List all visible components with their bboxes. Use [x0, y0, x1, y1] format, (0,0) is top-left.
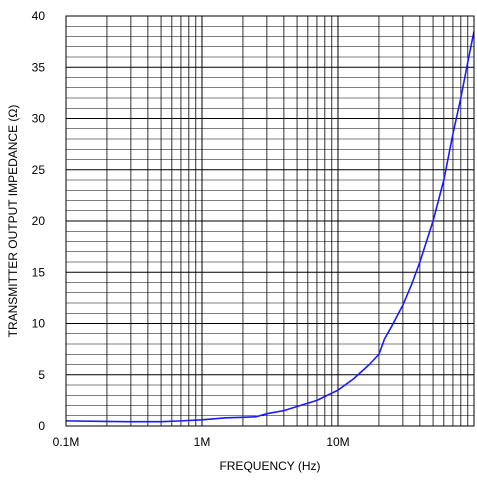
- y-tick-labels: 0 5 10 15 20 25 30 35 40: [32, 9, 46, 433]
- y-tick-label-4: 20: [32, 214, 46, 228]
- y-tick-label-2: 10: [32, 317, 46, 331]
- x-tick-label-1: 1M: [194, 435, 211, 449]
- x-tick-labels: 0.1M 1M 10M: [53, 435, 350, 449]
- y-tick-label-6: 30: [32, 112, 46, 126]
- y-tick-label-0: 0: [38, 419, 45, 433]
- y-tick-label-5: 25: [32, 163, 46, 177]
- y-axis-title: TRANSMITTER OUTPUT IMPEDANCE (Ω): [6, 105, 20, 338]
- y-tick-label-8: 40: [32, 9, 46, 23]
- x-axis-title: FREQUENCY (Hz): [219, 459, 320, 473]
- plot-frame: [65, 15, 475, 427]
- grid-layer: [65, 15, 475, 427]
- y-tick-label-7: 35: [32, 60, 46, 74]
- series-line-0: [66, 31, 474, 423]
- y-tick-label-3: 15: [32, 265, 46, 279]
- x-tick-label-2: 10M: [326, 435, 349, 449]
- series-layer: [66, 31, 474, 423]
- y-tick-label-1: 5: [38, 368, 45, 382]
- x-tick-label-0: 0.1M: [53, 435, 80, 449]
